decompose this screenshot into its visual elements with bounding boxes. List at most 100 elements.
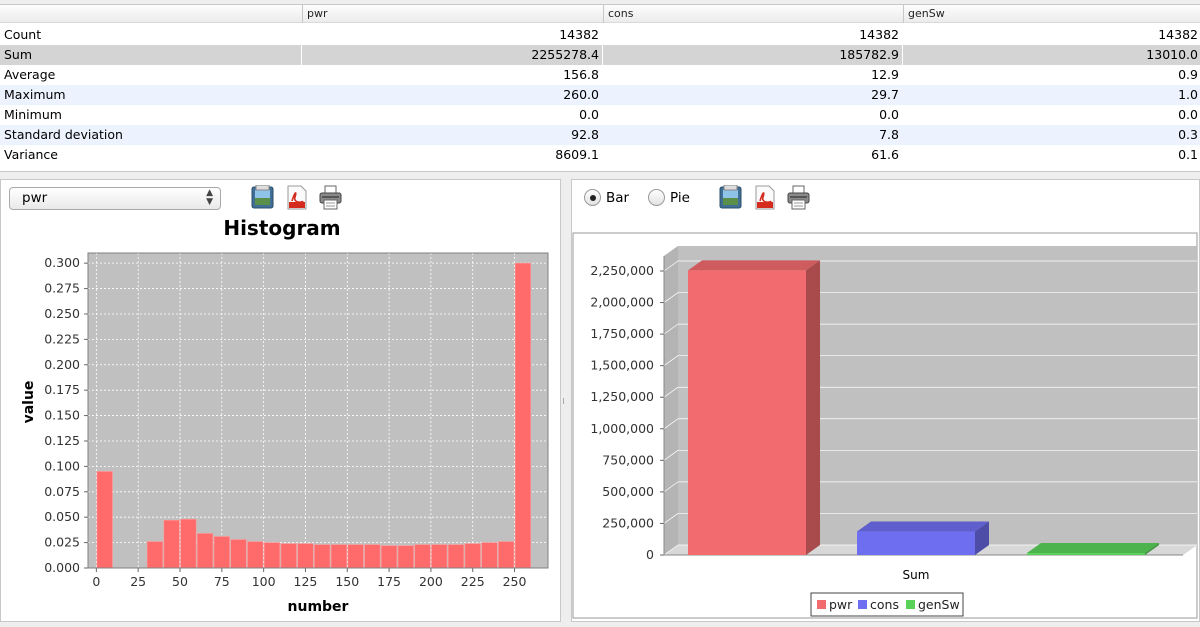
print-icon[interactable] [318,185,343,210]
stats-cell-cons: 185782.9 [839,47,899,62]
histogram-bar[interactable] [146,541,163,569]
stats-cell-pwr: 260.0 [563,87,599,102]
stats-cell-gensw: 0.1 [1178,147,1198,162]
chart-legend[interactable]: pwr cons genSw [810,592,964,617]
column-header-pwr[interactable]: pwr [302,5,603,23]
stats-row-label: Maximum [4,87,66,102]
stats-cell-pwr: 0.0 [579,107,599,122]
histogram-bar[interactable] [247,541,264,569]
histogram-y-axis-label: value [21,381,37,424]
histogram-bar[interactable] [414,544,431,569]
histogram-bar[interactable] [364,544,381,569]
image-export-icon[interactable] [718,185,743,210]
pie-radio-circle[interactable] [648,189,665,206]
y-gridline-side [663,386,679,398]
stats-cell-gensw: 0.3 [1178,127,1198,142]
stats-row-maximum[interactable]: Maximum 260.0 29.7 1.0 [0,85,1200,105]
column-divider [301,45,302,65]
y-tick-label: 250,000 [602,515,654,530]
histogram-bar[interactable] [498,541,515,569]
stats-row-label: Variance [4,147,58,162]
print-icon[interactable] [786,185,811,210]
stats-row-count[interactable]: Count 14382 14382 14382 [0,25,1200,45]
histogram-bar[interactable] [431,544,448,569]
variable-select[interactable]: pwr ▲ ▼ [9,187,221,210]
stats-row-label: Standard deviation [4,127,123,142]
histogram-bar[interactable] [230,539,247,569]
stats-row-sum[interactable]: Sum 2255278.4 185782.9 13010.0 [0,45,1200,65]
pdf-export-icon[interactable] [752,185,777,210]
split-pane-divider[interactable] [563,398,567,404]
stats-cell-cons: 7.8 [879,127,899,142]
histogram-bar[interactable] [330,544,347,569]
pdf-export-icon[interactable] [284,185,309,210]
bar-cons[interactable] [857,521,989,555]
stats-row-minimum[interactable]: Minimum 0.0 0.0 0.0 [0,105,1200,125]
legend-box [810,592,964,617]
histogram-bar[interactable] [297,543,314,569]
stats-row-label: Average [4,67,56,82]
histogram-x-axis-label: number [288,599,349,615]
histogram-bar[interactable] [481,542,498,569]
histogram-bar[interactable] [514,262,531,569]
pie-radio-label: Pie [670,190,690,206]
legend-swatch-gensw [906,600,915,609]
chevron-up-down-icon: ▲ ▼ [206,188,213,207]
stats-row-variance[interactable]: Variance 8609.1 61.6 0.1 [0,145,1200,165]
y-tick-label: 0.025 [44,535,80,550]
histogram-bar[interactable] [280,543,297,569]
column-header-cons[interactable]: cons [603,5,903,23]
stats-cell-gensw: 0.0 [1178,107,1198,122]
histogram-bar[interactable] [381,545,398,569]
stats-cell-pwr: 14382 [559,27,599,42]
y-gridline-side [663,260,679,272]
legend-swatch-cons [858,600,867,609]
image-export-icon[interactable] [250,185,275,210]
column-header-gensw[interactable]: genSw [903,5,1200,23]
y-tick-label: 0 [646,547,654,562]
y-tick-label: 1,500,000 [590,358,654,373]
histogram-bar[interactable] [397,545,414,569]
x-tick-label: 225 [461,574,485,589]
histogram-panel: pwr ▲ ▼ Histogram value number 0.000 0.025… [0,179,561,622]
histogram-plot-background [87,252,549,569]
bar-radio[interactable]: Bar [584,189,629,207]
y-tick-label: 2,250,000 [590,263,654,278]
y-tick-label: 500,000 [602,484,654,499]
stats-row-average[interactable]: Average 156.8 12.9 0.9 [0,65,1200,85]
x-tick-label: 75 [214,574,230,589]
histogram-bar[interactable] [347,544,364,569]
x-tick-label: 125 [294,574,318,589]
y-gridline-side [663,323,679,335]
histogram-bar[interactable] [163,519,180,569]
y-gridline-side [663,544,679,556]
bar-pwr[interactable] [688,260,820,555]
histogram-bar[interactable] [180,518,197,569]
y-tick-label: 1,250,000 [590,389,654,404]
bar-gensw[interactable] [1027,543,1159,555]
y-tick-label: 0.075 [44,484,80,499]
summary-chart-panel: Bar Pie 0 250,000 500,000 750,000 1,000,000 1… [571,179,1200,622]
histogram-bar[interactable] [263,542,281,569]
stats-cell-cons: 14382 [859,27,899,42]
histogram-bar[interactable] [314,544,331,569]
histogram-bar[interactable] [213,536,230,569]
column-divider [602,45,603,65]
bar-side-face [1145,543,1159,555]
pie-radio[interactable]: Pie [648,189,690,207]
bar-radio-label: Bar [606,190,630,206]
variable-select-value: pwr [22,190,48,206]
stats-row-standard-deviation[interactable]: Standard deviation 92.8 7.8 0.3 [0,125,1200,145]
histogram-bar[interactable] [464,543,481,569]
bar-side-face [806,260,820,555]
y-tick-label: 0.300 [44,255,80,270]
x-tick-label: 25 [130,574,146,589]
x-tick-label: 175 [377,574,401,589]
histogram-bar[interactable] [96,471,113,569]
statistics-table: pwr cons genSw Count 14382 14382 14382 Sum 22… [0,4,1200,172]
histogram-bar[interactable] [197,533,214,569]
bar-radio-circle[interactable] [584,189,601,206]
x-tick-label: 250 [503,574,527,589]
histogram-bar[interactable] [447,544,465,569]
stats-cell-gensw: 14382 [1158,27,1198,42]
